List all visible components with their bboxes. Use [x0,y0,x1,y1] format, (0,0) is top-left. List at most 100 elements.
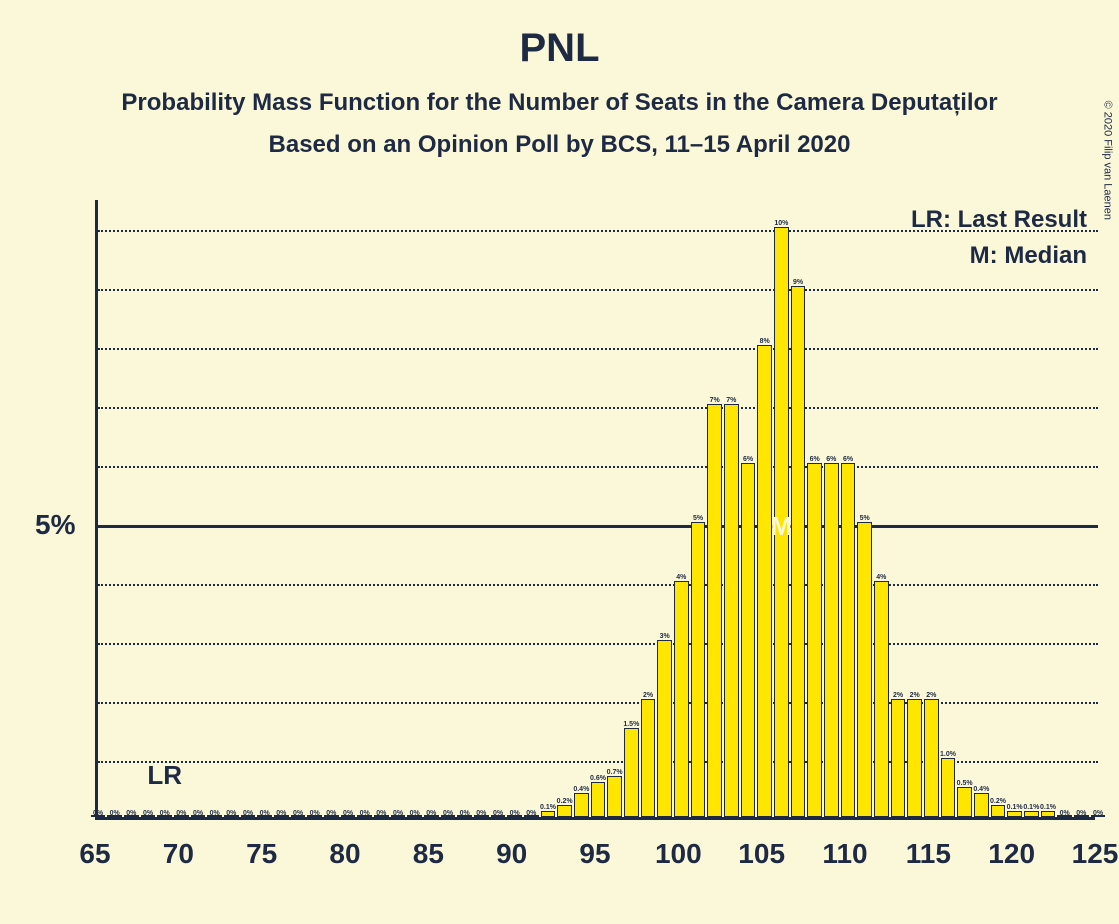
bar [891,699,906,817]
bar-value-label: 0% [1060,810,1070,817]
x-axis-tick: 125 [1072,838,1119,870]
chart-subtitle-1: Probability Mass Function for the Number… [0,71,1119,117]
gridline [98,702,1098,704]
chart-area: LR: Last Result M: Median 0%0%0%0%0%0%0%… [95,200,1095,820]
bar-value-label: 10% [774,220,788,227]
bar-value-label: 0% [393,810,403,817]
y-axis-label: 5% [35,509,75,541]
bar-value-label: 4% [876,574,886,581]
bar [691,522,706,817]
bar-value-label: 0% [126,810,136,817]
x-axis-tick: 95 [579,838,610,870]
bar [807,463,822,817]
bar-value-label: 0% [160,810,170,817]
last-result-marker: LR [147,760,182,791]
gridline [98,289,1098,291]
bar [674,581,689,817]
gridline [98,466,1098,468]
gridline [98,584,1098,586]
bar [741,463,756,817]
bar-value-label: 1.5% [623,721,639,728]
gridline [98,643,1098,645]
bar [974,793,989,817]
bar-value-label: 0% [193,810,203,817]
bar [591,782,606,817]
bar [874,581,889,817]
bar-value-label: 9% [793,279,803,286]
bar-value-label: 0% [1076,810,1086,817]
bar-value-label: 2% [893,692,903,699]
bar-value-label: 2% [926,692,936,699]
bar [1041,811,1056,817]
bar [924,699,939,817]
plot-region: 0% 0% 0% 0% 0% 0% 0% 0% 0% 0% 0% 0% 0% 0% 0% 0% 0% 0% 0% 0%… [95,200,1095,820]
bar [707,404,722,817]
bar-value-label: 0% [526,810,536,817]
bar-value-label: 0% [343,810,353,817]
bar-value-label: 0% [426,810,436,817]
bar [907,699,922,817]
bar-value-label: 5% [693,515,703,522]
bar [841,463,856,817]
bar-value-label: 0% [110,810,120,817]
x-axis-tick: 85 [413,838,444,870]
bar-value-label: 5% [860,515,870,522]
median-marker: M [770,511,792,542]
bar [641,699,656,817]
x-axis-tick: 80 [329,838,360,870]
bar-value-label: 7% [726,397,736,404]
bar-value-label: 6% [810,456,820,463]
bar [607,776,622,817]
bar-value-label: 6% [743,456,753,463]
bar-value-label: 0% [243,810,253,817]
gridline [98,525,1098,528]
bar-value-label: 2% [643,692,653,699]
bar-value-label: 1.0% [940,751,956,758]
bar-value-label: 0% [176,810,186,817]
bar-value-label: 8% [760,338,770,345]
bar-value-label: 0.1% [1040,804,1056,811]
x-axis-tick: 70 [163,838,194,870]
bar [724,404,739,817]
bar-value-label: 0% [460,810,470,817]
bar-value-label: 3% [660,633,670,640]
x-axis-tick: 65 [79,838,110,870]
bar-value-label: 0.4% [973,786,989,793]
bar-value-label: 0% [226,810,236,817]
x-axis-tick: 90 [496,838,527,870]
gridline [98,348,1098,350]
bar-value-label: 0.6% [590,775,606,782]
x-axis-tick: 115 [906,838,951,870]
bar-value-label: 0% [410,810,420,817]
bar-value-label: 0% [310,810,320,817]
bar-value-label: 0.1% [1007,804,1023,811]
gridline [98,407,1098,409]
bar-value-label: 0% [1093,810,1103,817]
bar-value-label: 0% [293,810,303,817]
bar-value-label: 0% [510,810,520,817]
bar-value-label: 0% [210,810,220,817]
bar [957,787,972,817]
bar-value-label: 0.4% [573,786,589,793]
bar-value-label: 0.2% [990,798,1006,805]
bar-value-label: 0.1% [1023,804,1039,811]
bar-value-label: 0.5% [957,780,973,787]
bar [757,345,772,817]
bar-value-label: 7% [710,397,720,404]
bar [824,463,839,817]
x-axis-tick: 100 [655,838,702,870]
bar [857,522,872,817]
x-axis-tick: 110 [822,838,867,870]
bar-value-label: 0% [326,810,336,817]
bar [991,805,1006,817]
bar-value-label: 0% [376,810,386,817]
bar-value-label: 0% [260,810,270,817]
bar-value-label: 6% [826,456,836,463]
bar-value-label: 0% [443,810,453,817]
x-axis-tick: 120 [988,838,1035,870]
bar [657,640,672,817]
x-axis-tick: 105 [738,838,785,870]
bar-value-label: 0% [360,810,370,817]
bar-value-label: 0.7% [607,769,623,776]
gridline [98,230,1098,232]
